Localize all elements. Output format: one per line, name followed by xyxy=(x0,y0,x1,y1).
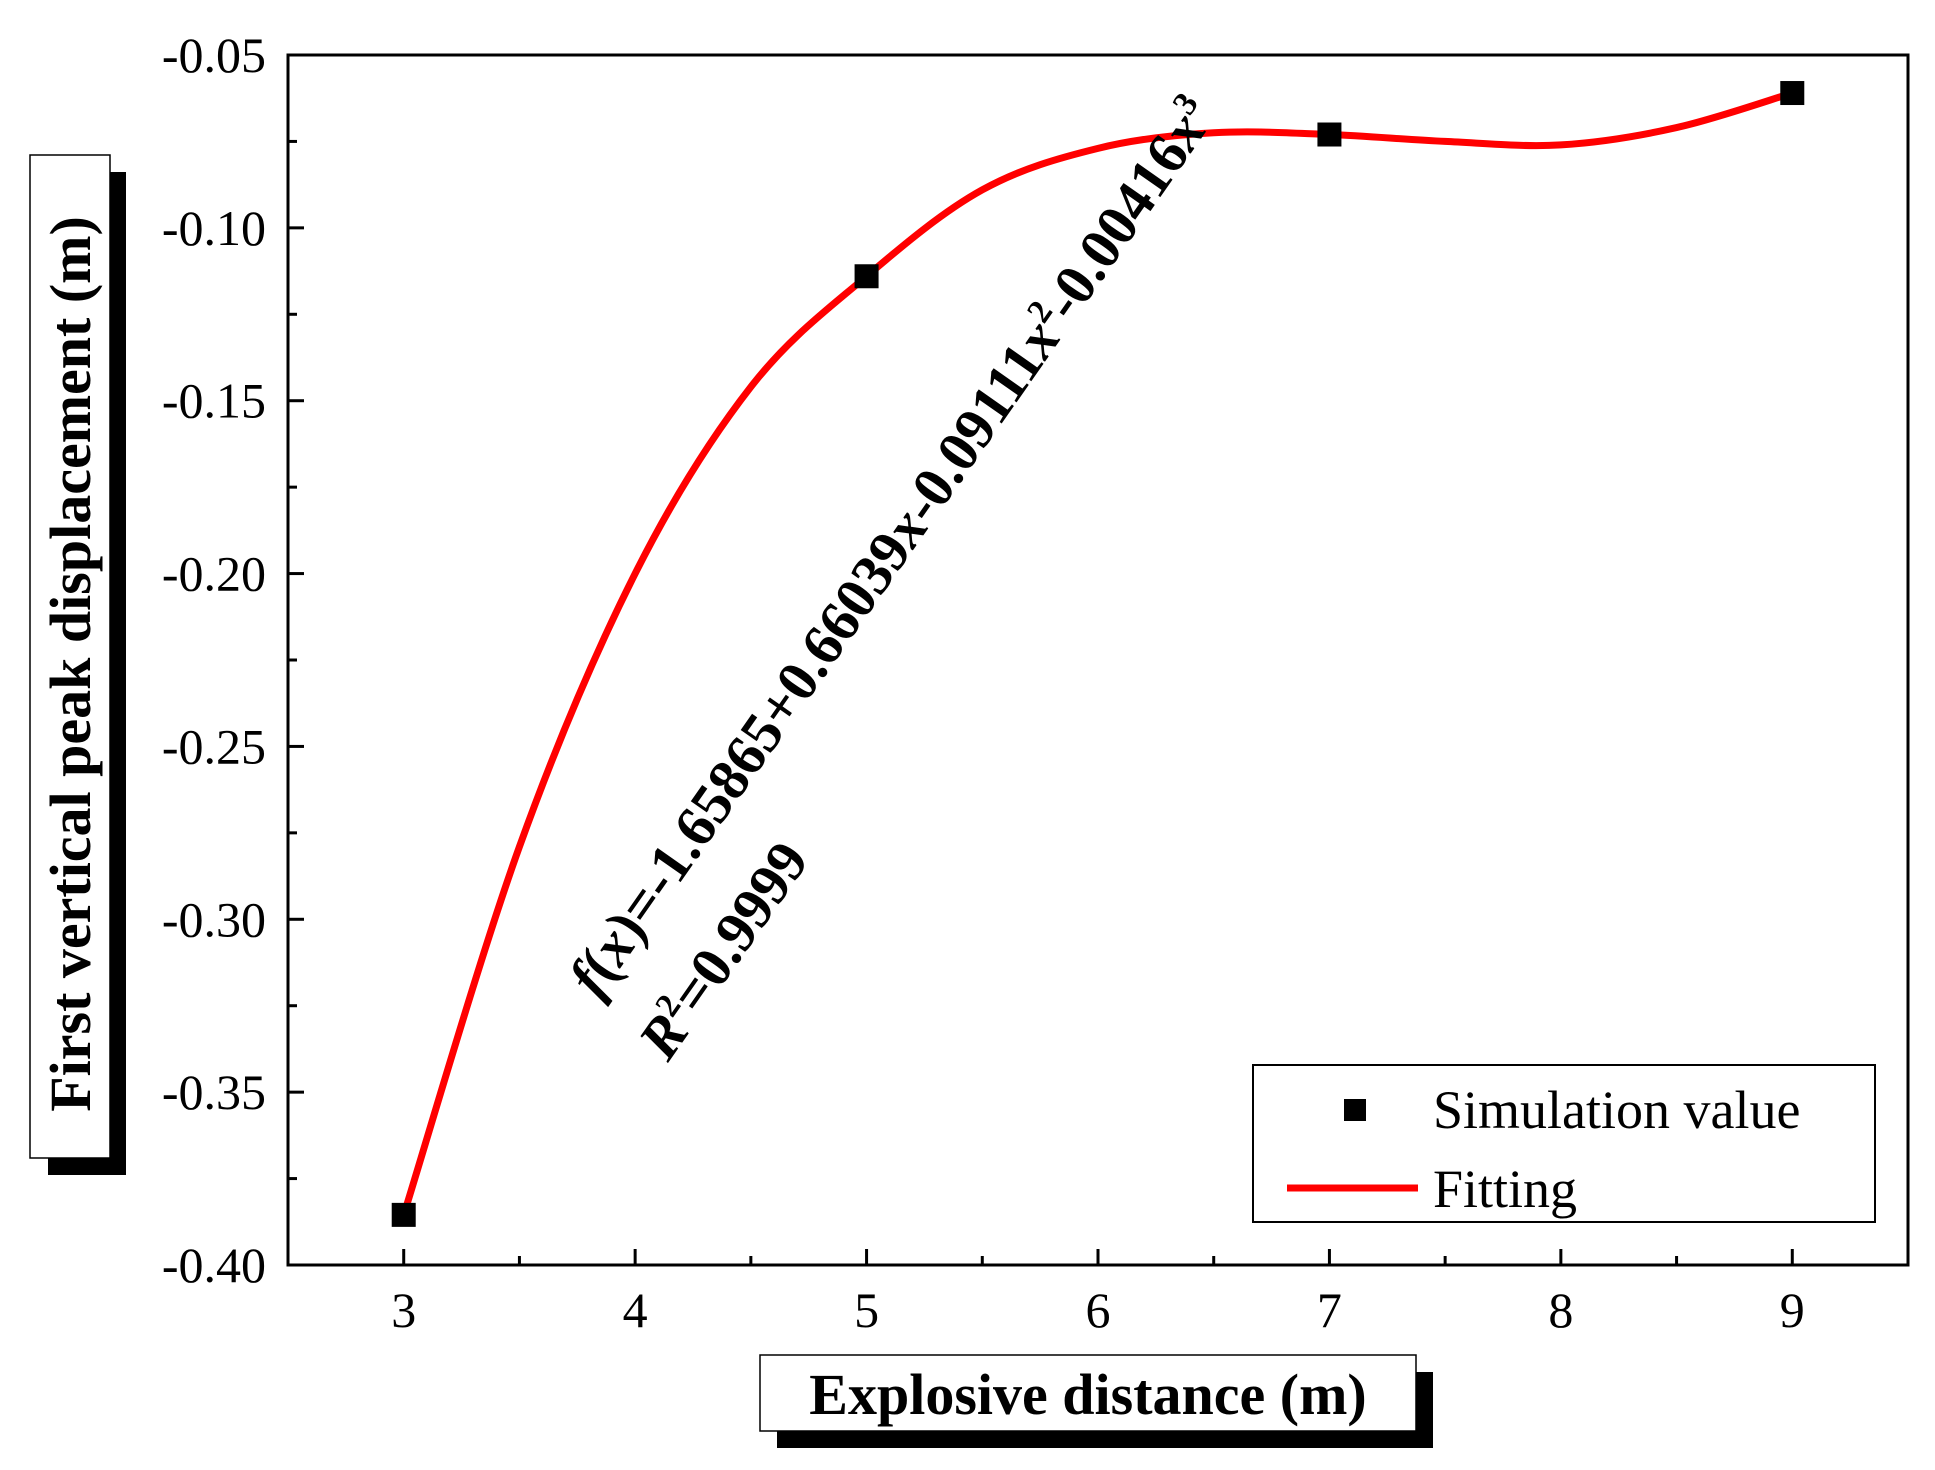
y-tick-label: -0.05 xyxy=(162,27,266,83)
y-axis-title: First vertical peak displacement (m) xyxy=(38,216,103,1112)
y-axis-title-box: First vertical peak displacement (m) xyxy=(29,154,126,1175)
legend-label-simulation: Simulation value xyxy=(1433,1080,1800,1140)
x-tick-label: 6 xyxy=(1086,1282,1111,1338)
fit-equation: f(x)=-1.65865+0.66039x-0.09111x2-0.00416… xyxy=(555,86,1228,1008)
y-tick-label: -0.15 xyxy=(162,373,266,429)
legend-label-fitting: Fitting xyxy=(1433,1159,1577,1219)
legend-square-marker xyxy=(1344,1099,1366,1121)
simulation-point xyxy=(1317,122,1342,147)
y-tick-label: -0.35 xyxy=(162,1064,266,1120)
x-tick-label: 8 xyxy=(1548,1282,1573,1338)
x-axis-title-box: Explosive distance (m) xyxy=(759,1354,1433,1448)
legend-box xyxy=(1252,1064,1876,1223)
x-axis-tick-labels: 3 4 5 6 7 8 9 xyxy=(391,1282,1805,1338)
y-tick-label: -0.40 xyxy=(162,1237,266,1293)
fit-equation-annotation: f(x)=-1.65865+0.66039x-0.09111x2-0.00416… xyxy=(555,86,1228,1008)
simulation-point xyxy=(1780,81,1805,106)
x-axis-title: Explosive distance (m) xyxy=(809,1362,1366,1427)
y-tick-label: -0.25 xyxy=(162,718,266,774)
x-tick-label: 7 xyxy=(1317,1282,1342,1338)
x-tick-label: 5 xyxy=(854,1282,879,1338)
fitting-layer xyxy=(400,89,1794,1216)
y-axis-ticks xyxy=(288,53,304,1267)
x-axis-ticks xyxy=(402,1249,1794,1265)
simulation-point xyxy=(854,264,879,289)
x-tick-label: 3 xyxy=(391,1282,416,1338)
x-tick-label: 4 xyxy=(623,1282,648,1338)
y-axis-tick-labels: -0.05 -0.10 -0.15 -0.20 -0.25 -0.30 -0.35 -0.40 xyxy=(162,27,266,1293)
x-tick-label: 9 xyxy=(1780,1282,1805,1338)
y-tick-label: -0.10 xyxy=(162,200,266,256)
y-tick-label: -0.30 xyxy=(162,891,266,947)
fitting-curve xyxy=(400,89,1794,1216)
simulation-point xyxy=(391,1202,416,1227)
legend: Simulation value Fitting xyxy=(1252,1064,1876,1223)
y-tick-label: -0.20 xyxy=(162,546,266,602)
simulation-points-layer xyxy=(391,81,1805,1227)
